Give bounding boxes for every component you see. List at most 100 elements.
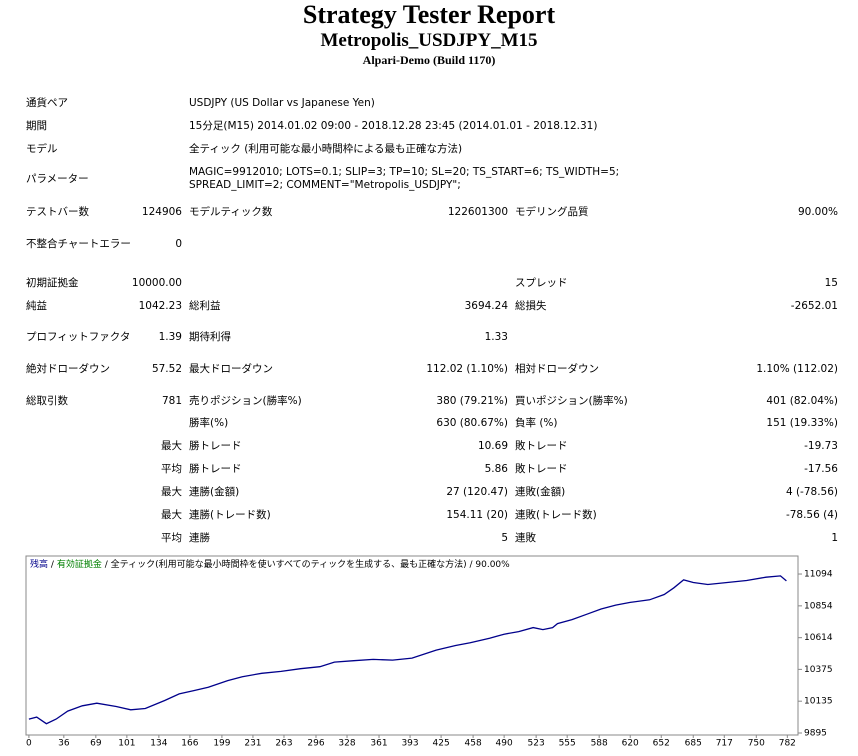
x-tick-label: 296 <box>307 739 324 749</box>
x-tick-label: 328 <box>338 739 355 749</box>
stat-label: 総取引数 <box>26 394 68 407</box>
stat-value: 380 (79.21%) <box>436 394 508 407</box>
info-value: 全ティック (利用可能な最小時間枠による最も正確な方法) <box>189 142 463 155</box>
y-tick-label: 10614 <box>804 633 833 643</box>
x-tick-label: 134 <box>150 739 167 749</box>
x-tick-label: 458 <box>465 739 482 749</box>
stat-label: 勝トレード <box>189 439 242 452</box>
stat-value: 630 (80.67%) <box>436 416 508 429</box>
y-tick-label: 10854 <box>804 601 833 611</box>
stat-label: 総利益 <box>189 299 221 312</box>
info-label: 期間 <box>26 119 47 132</box>
stat-value: 154.11 (20) <box>446 508 508 521</box>
stat-value: 4 (-78.56) <box>785 485 838 498</box>
stat-value: -78.56 (4) <box>785 508 838 521</box>
x-tick-label: 361 <box>370 739 387 749</box>
stat-value: 0 <box>175 237 182 250</box>
stat-label: 総損失 <box>515 299 547 312</box>
legend-separator: / <box>51 560 55 570</box>
stat-value: 57.52 <box>151 362 182 375</box>
stat-value: 平均 <box>161 462 182 475</box>
stat-label: 敗トレード <box>515 439 568 452</box>
x-tick-label: 36 <box>58 739 70 749</box>
stat-label: 連勝(金額) <box>189 485 240 498</box>
x-tick-label: 523 <box>528 739 545 749</box>
stat-value: 401 (82.04%) <box>766 394 838 407</box>
stat-value: 15 <box>824 276 838 289</box>
stat-value: 最大 <box>161 508 182 521</box>
stat-value: 平均 <box>161 531 182 544</box>
x-tick-label: 717 <box>716 739 733 749</box>
x-tick-label: 69 <box>90 739 102 749</box>
info-label: モデル <box>26 142 58 155</box>
balance-line <box>28 575 787 725</box>
stat-value: 最大 <box>161 485 182 498</box>
stat-value: 最大 <box>161 439 182 452</box>
stat-label: モデリング品質 <box>515 205 589 218</box>
x-tick-label: 231 <box>244 739 261 749</box>
legend-separator: / <box>469 560 473 570</box>
info-value: 15分足(M15) 2014.01.02 09:00 - 2018.12.28 … <box>189 119 598 132</box>
balance-chart: 9895 10135 10375 10614 10854 11094 0 36 69 101 134… <box>25 555 833 749</box>
stat-value: 3694.24 <box>464 299 508 312</box>
stat-label: 売りポジション(勝率%) <box>189 394 302 407</box>
stat-label: 不整合チャートエラー <box>26 237 131 250</box>
y-tick-label: 11094 <box>804 570 833 580</box>
stat-label: 連敗(トレード数) <box>515 508 597 521</box>
stat-value: 5.86 <box>484 462 508 475</box>
y-tick-label: 10135 <box>804 697 833 707</box>
stat-value: 124906 <box>141 205 182 218</box>
stat-value: 112.02 (1.10%) <box>426 362 508 375</box>
stat-label: 連勝(トレード数) <box>189 508 271 521</box>
plot-frame <box>25 555 799 736</box>
stat-label: 連勝 <box>189 531 210 544</box>
stat-label: 連敗 <box>515 531 536 544</box>
stat-label: 敗トレード <box>515 462 568 475</box>
stat-label: 期待利得 <box>189 330 231 343</box>
stat-label: 絶対ドローダウン <box>26 362 110 375</box>
stat-label: テストバー数 <box>26 205 89 218</box>
legend-quality: 90.00% <box>475 560 510 570</box>
info-label: パラメーター <box>26 172 89 185</box>
x-tick-label: 393 <box>401 739 418 749</box>
stat-label: モデルティック数 <box>189 205 273 218</box>
stat-label: 連敗(金額) <box>515 485 566 498</box>
info-label: 通貨ペア <box>26 96 68 109</box>
legend-equity: 有効証拠金 <box>57 558 102 570</box>
y-tick-label: 9895 <box>804 729 827 739</box>
report-title: Strategy Tester Report <box>302 0 556 29</box>
x-tick-label: 490 <box>496 739 513 749</box>
x-tick-label: 166 <box>181 739 198 749</box>
stat-label: 買いポジション(勝率%) <box>515 394 628 407</box>
stat-label: 初期証拠金 <box>26 276 79 289</box>
legend-model: 全ティック(利用可能な最小時間枠を使いすべてのティックを生成する、最も正確な方法… <box>111 558 467 570</box>
x-tick-label: 555 <box>559 739 576 749</box>
x-tick-label: 750 <box>748 739 765 749</box>
stat-value: 5 <box>501 531 508 544</box>
build-info: Alpari-Demo (Build 1170) <box>362 53 496 67</box>
info-value: MAGIC=9912010; LOTS=0.1; SLIP=3; TP=10; … <box>189 166 620 191</box>
legend-separator: / <box>105 560 109 570</box>
stat-value: 90.00% <box>797 205 838 218</box>
stat-label: スプレッド <box>515 276 568 289</box>
stat-value: 1042.23 <box>138 299 182 312</box>
stat-value: 122601300 <box>447 205 508 218</box>
stat-value: 1 <box>831 531 838 544</box>
stat-value: -19.73 <box>804 439 838 452</box>
stat-label: 勝トレード <box>189 462 242 475</box>
stat-label: 純益 <box>26 299 47 312</box>
stat-value: 781 <box>161 394 182 407</box>
report-subtitle: Metropolis_USDJPY_M15 <box>320 30 538 51</box>
stat-value: 1.10% (112.02) <box>756 362 838 375</box>
legend: 残高 / 有効証拠金 / 全ティック(利用可能な最小時間枠を使いすべてのティック… <box>30 558 510 570</box>
stat-value: 151 (19.33%) <box>766 416 838 429</box>
stat-label: 負率 (%) <box>515 416 558 429</box>
x-tick-label: 685 <box>685 739 702 749</box>
x-tick-label: 263 <box>275 739 292 749</box>
stat-value: 10.69 <box>477 439 508 452</box>
x-tick-label: 425 <box>433 739 450 749</box>
x-tick-label: 652 <box>653 739 670 749</box>
x-tick-label: 199 <box>213 739 230 749</box>
stat-label: 相対ドローダウン <box>515 362 599 375</box>
